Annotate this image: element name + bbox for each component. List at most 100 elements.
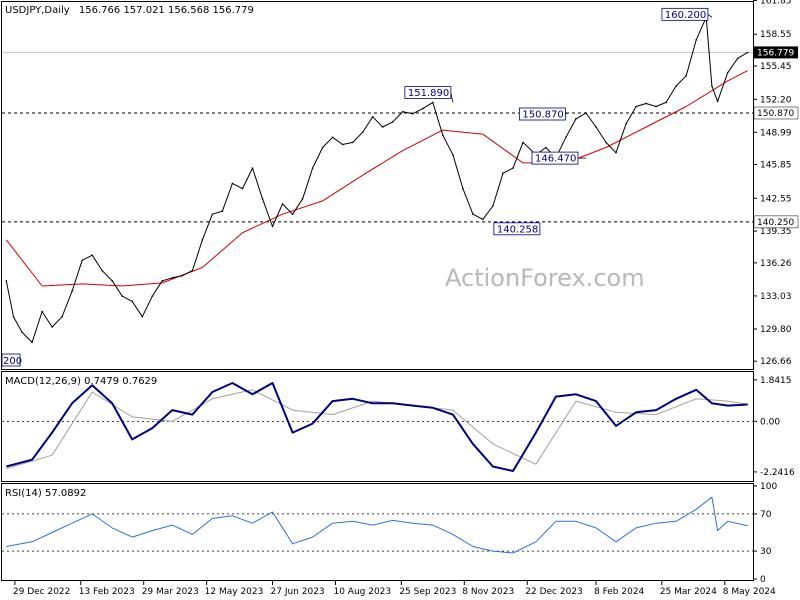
x-tick-label: 8 Nov 2023: [462, 587, 514, 597]
x-tick-label: 22 Dec 2023: [525, 587, 583, 597]
moving-average-line: [5, 70, 748, 287]
price-tick-label: 129.80: [760, 325, 792, 335]
macd-tick-label: 0.00: [760, 417, 780, 427]
price-point: [171, 276, 174, 279]
price-point: [191, 269, 194, 272]
price-tick-label: 136.26: [760, 259, 792, 269]
price-point: [545, 146, 547, 149]
current-price-box: [754, 46, 798, 59]
rsi-y-axis: 100 70 30 0: [753, 482, 777, 585]
price-point: [381, 126, 384, 128]
price-point: [301, 198, 304, 200]
price-point: [442, 134, 444, 137]
price-line: [5, 16, 748, 343]
annotation-label: 151.890: [408, 88, 449, 99]
price-annotations: 160.200 151.890 150.870 146.470 140.258 200: [1, 7, 713, 367]
rsi-tick-label: 70: [760, 510, 772, 520]
rsi-line: [6, 496, 748, 554]
price-point: [615, 151, 617, 154]
symbol-label: USDJPY,Daily: [5, 5, 70, 16]
x-tick-label: 10 Aug 2023: [333, 587, 391, 597]
price-point: [726, 71, 729, 74]
price-point: [472, 213, 474, 215]
price-tick-label: 155.45: [760, 62, 792, 72]
price-point: [351, 141, 354, 144]
price-point: [635, 105, 637, 108]
edge-label: 200: [3, 356, 22, 367]
price-point: [201, 239, 204, 241]
price-tick-label: 142.55: [760, 194, 792, 204]
price-point: [685, 74, 687, 77]
rsi-series: [2, 496, 753, 554]
price-point: [111, 280, 114, 282]
price-point: [665, 101, 667, 104]
price-point: [371, 115, 374, 118]
price-point: [21, 331, 23, 333]
price-series: [5, 16, 749, 344]
price-tick-label: 152.20: [760, 95, 792, 105]
price-point: [736, 57, 739, 60]
price-point: [321, 146, 324, 149]
price-point: [432, 101, 434, 104]
rsi-tick-label: 100: [760, 482, 777, 492]
reference-level-label: 150.870: [757, 109, 794, 119]
price-point: [271, 225, 274, 228]
x-tick-label: 29 Mar 2023: [142, 587, 199, 597]
price-point: [575, 118, 577, 120]
annotation-label: 146.470: [535, 154, 576, 165]
price-point: [231, 182, 234, 185]
price-point: [341, 143, 344, 146]
price-point: [51, 326, 53, 328]
reference-level-box: [753, 106, 799, 120]
price-point: [12, 315, 15, 318]
price-point: [695, 39, 697, 41]
macd-tick-label: -2.2416: [760, 468, 795, 478]
reference-level-label: 140.250: [757, 218, 794, 228]
price-point: [221, 210, 224, 212]
price-y-axis: 161.85 158.55 155.45 152.20 148.99 145.85 142.…: [753, 0, 792, 367]
symbol-title: USDJPY,Daily 156.766 157.021 156.568 156…: [5, 5, 254, 16]
rsi-tick-label: 30: [760, 547, 772, 557]
rsi-title: RSI(14) 57.0892: [5, 488, 86, 499]
price-point: [746, 51, 749, 54]
price-point: [482, 218, 484, 221]
price-tick-label: 158.55: [760, 30, 792, 40]
price-tick-label: 145.85: [760, 160, 792, 170]
price-point: [585, 112, 587, 114]
price-point: [281, 203, 284, 205]
price-point: [61, 315, 63, 318]
price-point: [411, 112, 414, 115]
macd-panel: [1, 371, 754, 482]
price-point: [625, 123, 627, 125]
price-point: [101, 269, 103, 272]
x-tick-label: 8 Feb 2024: [594, 587, 645, 597]
x-tick-label: 29 Dec 2022: [13, 587, 71, 597]
watermark: ActionForex.com: [445, 264, 645, 292]
price-point: [462, 187, 464, 190]
macd-line: [6, 382, 748, 472]
x-tick-label: 27 Jun 2023: [271, 587, 325, 597]
price-point: [502, 172, 504, 174]
price-point: [675, 85, 677, 87]
price-tick-label: 148.99: [760, 128, 792, 138]
price-point: [565, 136, 567, 139]
price-panel: [1, 1, 754, 370]
macd-series: [2, 382, 753, 472]
annotation-label: 140.258: [497, 224, 538, 235]
price-point: [512, 167, 514, 169]
price-point: [251, 167, 254, 169]
x-tick-label: 25 Sep 2023: [399, 587, 456, 597]
price-point: [311, 167, 314, 169]
annotation-leader: [707, 14, 713, 18]
x-tick-label: 12 May 2023: [205, 587, 264, 597]
price-point: [181, 274, 184, 277]
price-point: [91, 254, 93, 257]
price-tick-label: 161.85: [760, 0, 792, 6]
price-point: [161, 280, 164, 282]
price-point: [645, 102, 647, 105]
x-tick-label: 25 Mar 2024: [660, 587, 717, 597]
price-point: [595, 126, 597, 128]
price-point: [361, 131, 364, 133]
annotation-label: 160.200: [665, 10, 706, 21]
